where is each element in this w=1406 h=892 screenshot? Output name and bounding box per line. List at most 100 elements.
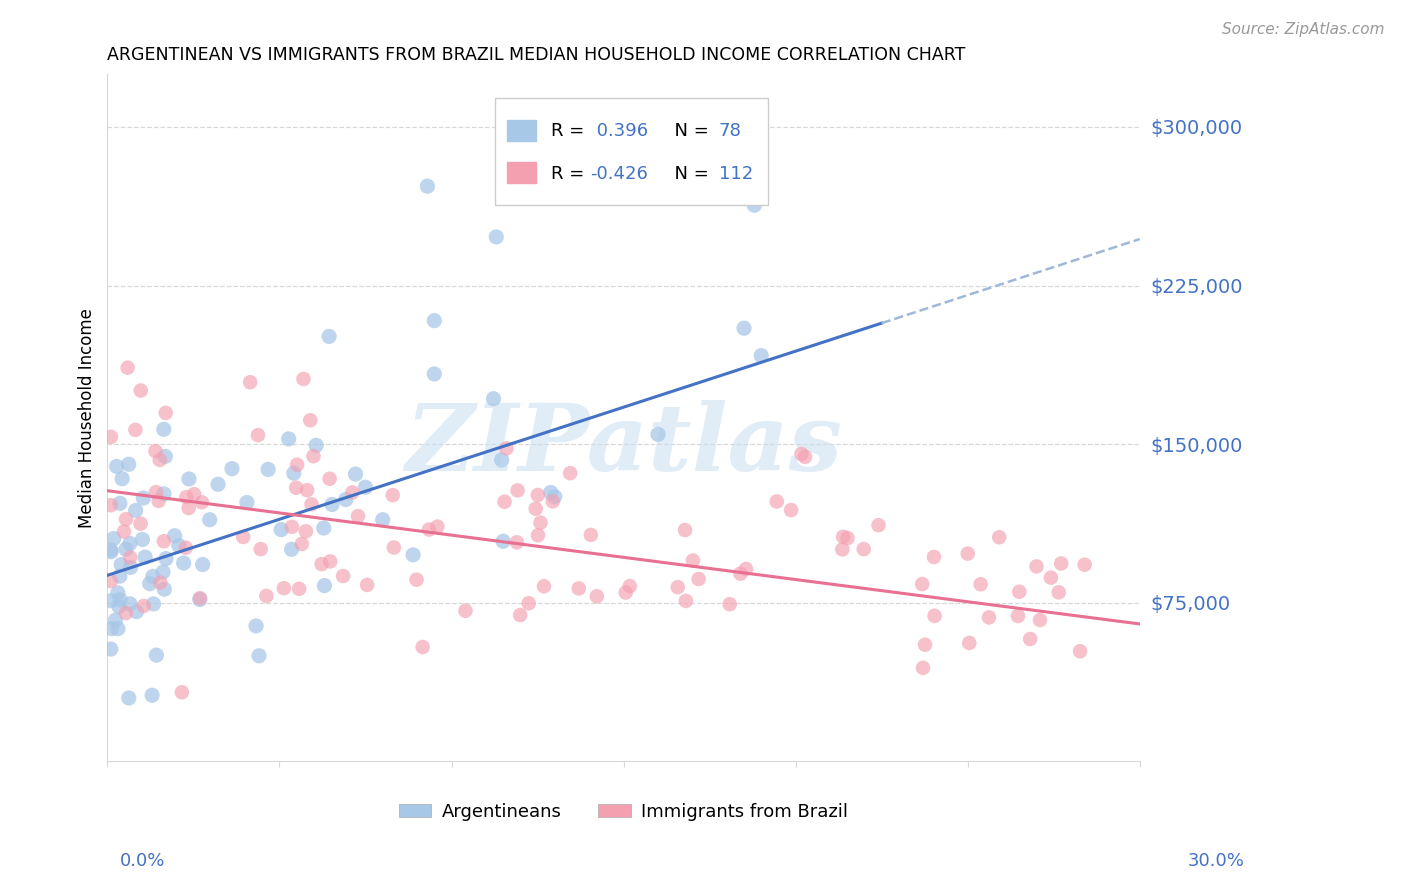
Point: [153, 487, 176, 501]
Point: [619, 579, 641, 593]
Point: [115, 542, 138, 557]
Point: [733, 321, 755, 335]
Point: [142, 569, 165, 583]
Text: R =: R =: [551, 122, 591, 140]
Text: 112: 112: [718, 165, 752, 183]
Point: [666, 580, 689, 594]
Point: [112, 524, 135, 539]
Point: [524, 501, 547, 516]
Point: [249, 542, 271, 557]
Point: [155, 450, 177, 464]
Point: [914, 638, 936, 652]
Point: [173, 556, 195, 570]
Point: [145, 444, 167, 458]
Point: [794, 450, 817, 464]
Point: [153, 534, 176, 549]
Point: [277, 432, 299, 446]
Point: [560, 466, 582, 480]
Point: [107, 622, 129, 636]
Point: [246, 428, 269, 442]
Point: [295, 483, 318, 498]
Point: [482, 392, 505, 406]
Point: [924, 608, 946, 623]
Point: [132, 599, 155, 613]
Point: [312, 521, 335, 535]
Point: [100, 430, 122, 444]
Point: [177, 472, 200, 486]
Point: [149, 453, 172, 467]
Point: [492, 534, 515, 549]
Point: [174, 541, 197, 555]
Point: [100, 622, 122, 636]
Point: [198, 513, 221, 527]
Point: [280, 542, 302, 557]
Point: [115, 512, 138, 526]
Point: [314, 578, 336, 592]
Point: [332, 569, 354, 583]
Point: [145, 648, 167, 662]
Point: [1025, 559, 1047, 574]
Point: [153, 582, 176, 597]
Point: [381, 488, 404, 502]
Point: [529, 516, 551, 530]
Point: [188, 592, 211, 607]
Point: [922, 549, 945, 564]
Point: [100, 544, 122, 558]
Point: [145, 485, 167, 500]
FancyBboxPatch shape: [495, 98, 768, 204]
Point: [382, 541, 405, 555]
Point: [911, 661, 934, 675]
Point: [730, 566, 752, 581]
Point: [270, 523, 292, 537]
Point: [221, 461, 243, 475]
Point: [735, 562, 758, 576]
Point: [129, 384, 152, 398]
Point: [347, 509, 370, 524]
Point: [281, 520, 304, 534]
Point: [153, 422, 176, 436]
Point: [416, 179, 439, 194]
Point: [506, 535, 529, 549]
Point: [301, 497, 323, 511]
Point: [100, 574, 122, 588]
Point: [108, 599, 131, 614]
Point: [183, 487, 205, 501]
Point: [1047, 585, 1070, 599]
Y-axis label: Median Household Income: Median Household Income: [79, 308, 96, 528]
Point: [105, 459, 128, 474]
Point: [110, 558, 132, 572]
Point: [132, 491, 155, 505]
Point: [108, 592, 131, 607]
Point: [118, 690, 141, 705]
Point: [1008, 584, 1031, 599]
Point: [232, 530, 254, 544]
Point: [1029, 613, 1052, 627]
Point: [1073, 558, 1095, 572]
Text: R =: R =: [551, 165, 591, 183]
Point: [454, 604, 477, 618]
Text: Source: ZipAtlas.com: Source: ZipAtlas.com: [1222, 22, 1385, 37]
Point: [305, 438, 328, 452]
Point: [988, 530, 1011, 544]
Point: [299, 413, 322, 427]
Point: [586, 589, 609, 603]
Point: [423, 313, 446, 327]
Point: [647, 427, 669, 442]
Point: [956, 547, 979, 561]
Point: [245, 619, 267, 633]
Point: [911, 577, 934, 591]
Point: [517, 596, 540, 610]
Point: [765, 494, 787, 508]
Point: [111, 472, 134, 486]
Point: [544, 490, 567, 504]
Point: [371, 513, 394, 527]
Point: [675, 594, 697, 608]
Point: [129, 516, 152, 531]
Point: [115, 606, 138, 620]
Point: [579, 528, 602, 542]
Text: 78: 78: [718, 122, 741, 140]
Point: [335, 492, 357, 507]
Point: [100, 543, 122, 558]
Point: [239, 375, 262, 389]
Text: N =: N =: [662, 165, 714, 183]
